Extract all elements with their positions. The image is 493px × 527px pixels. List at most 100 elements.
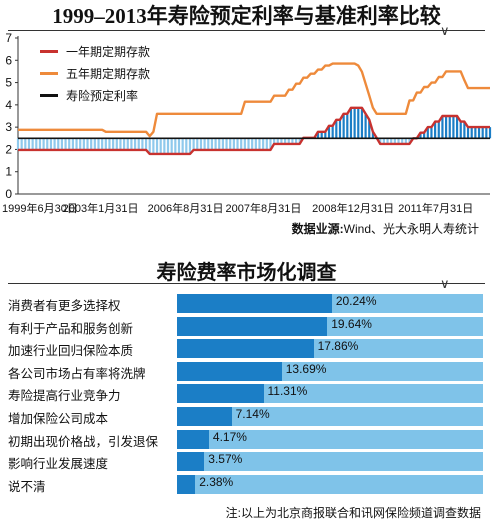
rate-gap-bar <box>346 113 349 139</box>
chevron-down-icon: ∨ <box>440 23 450 38</box>
rate-gap-bar <box>488 127 492 139</box>
rate-gap-bar <box>401 138 404 144</box>
rate-gap-bar <box>437 121 440 139</box>
rate-gap-bar <box>463 121 466 139</box>
rate-gap-bar <box>104 138 107 150</box>
title-divider <box>8 30 485 31</box>
rate-gap-bar <box>119 138 122 150</box>
rate-gap-bar <box>426 127 429 139</box>
rate-gap-bar <box>214 138 217 150</box>
bar-row: 消费者有更多选择权 20.24% <box>0 292 493 314</box>
y-tick-label: 6 <box>5 53 12 67</box>
bar-category-label: 消费者有更多选择权 <box>8 299 121 313</box>
rate-gap-bar <box>166 138 170 154</box>
rate-gap-bar <box>284 138 287 144</box>
rate-gap-bar <box>240 138 243 150</box>
rate-gap-bar <box>316 131 320 139</box>
rate-gap-bar <box>126 138 129 150</box>
rate-gap-bar <box>24 138 27 150</box>
rate-gap-bar <box>174 138 177 154</box>
rate-gap-bar <box>273 138 276 144</box>
data-source: 数据业源:Wind、光大永明人寿统计 <box>292 220 479 237</box>
rate-gap-bar <box>276 138 279 144</box>
bar-value-label: 3.57% <box>208 452 243 467</box>
rate-gap-bar <box>441 116 444 139</box>
rate-gap-bar <box>243 138 246 150</box>
bar-row: 增加保险公司成本 7.14% <box>0 405 493 427</box>
rate-gap-bar <box>20 138 23 150</box>
x-tick-label: 2007年8月31日 <box>226 201 302 215</box>
rate-gap-bar <box>455 116 459 139</box>
chevron-down-icon: ∨ <box>440 276 450 291</box>
bar <box>177 474 196 494</box>
rate-gap-bar <box>342 113 345 139</box>
legend-swatch-orange <box>40 71 58 75</box>
rate-gap-bar <box>93 138 96 150</box>
rate-gap-bar <box>382 138 385 144</box>
bar-category-label: 寿险提高行业竞争力 <box>8 389 121 404</box>
legend-swatch-red <box>40 49 58 53</box>
rate-gap-bar <box>236 138 239 150</box>
legend-label-five-year: 五年期定期存款 <box>66 66 151 81</box>
rate-gap-bar <box>148 138 151 154</box>
bar-track <box>177 339 483 359</box>
rate-gap-bar <box>163 138 166 154</box>
rate-gap-bar <box>27 138 31 150</box>
rate-gap-bar <box>181 138 184 154</box>
bar <box>177 384 264 404</box>
rate-gap-bar <box>320 131 323 139</box>
rate-gap-bar <box>331 125 334 139</box>
x-tick-label: 2006年8月31日 <box>148 201 224 215</box>
rate-gap-bar <box>196 138 199 150</box>
bar-row: 有利于产品和服务创新 19.64% <box>0 315 493 337</box>
rate-gap-bar <box>199 138 203 150</box>
bar <box>177 407 232 426</box>
bar-value-label: 2.38% <box>199 474 234 489</box>
bar-row: 寿险提高行业竞争力 11.31% <box>0 382 493 404</box>
x-tick-label: 1999年6月30日 <box>2 201 78 215</box>
rate-gap-bar <box>327 125 331 139</box>
rate-gap-bar <box>221 138 224 150</box>
legend-item-insurance-rate: 寿险预定利率 <box>40 84 200 106</box>
rate-gap-bar <box>203 138 206 150</box>
rate-gap-bar <box>466 127 470 139</box>
rate-gap-bar <box>16 138 20 150</box>
legend-item-one-year: 一年期定期存款 <box>40 40 200 62</box>
rate-gap-bar <box>430 127 433 139</box>
bar <box>177 452 205 472</box>
bar-row: 各公司市场占有率将洗牌 13.69% <box>0 360 493 382</box>
rate-gap-bar <box>225 138 228 150</box>
bar-value-label: 19.64% <box>331 316 372 331</box>
bar-row: 影响行业发展速度 3.57% <box>0 450 493 472</box>
bar-category-label: 加速行业回归保险本质 <box>8 344 134 359</box>
rate-gap-bar <box>57 138 60 150</box>
bar-value-label: 11.31% <box>267 384 308 399</box>
bar-row: 加速行业回归保险本质 17.86% <box>0 337 493 359</box>
bar <box>177 361 282 381</box>
y-tick-label: 3 <box>5 120 12 134</box>
rate-gap-bar <box>159 138 162 154</box>
rate-gap-bar <box>210 138 214 150</box>
rate-gap-bar <box>335 119 338 139</box>
top-chart-panel: 1999–2013年寿险预定利率与基准利率比较 ∨ 0 1 2 3 4 5 6 7 1999年6… <box>0 0 493 255</box>
bar-track <box>177 384 483 404</box>
rate-gap-bar <box>324 131 327 139</box>
rate-gap-bar <box>338 119 342 139</box>
rate-gap-bar <box>192 138 195 150</box>
source-text: Wind、光大永明人寿统计 <box>343 222 479 236</box>
rate-gap-bar <box>115 138 118 150</box>
rate-gap-bar <box>254 138 257 150</box>
rate-gap-bar <box>68 138 71 150</box>
bar-category-label: 初期出现价格战，引发退保 <box>8 434 159 449</box>
rate-gap-bar <box>459 121 462 139</box>
rate-gap-bar <box>390 138 393 144</box>
rate-gap-bar <box>357 107 360 139</box>
rate-gap-bar <box>408 138 411 144</box>
rate-gap-bar <box>291 138 294 144</box>
rate-gap-bar <box>38 138 42 150</box>
bar <box>177 429 209 449</box>
rate-gap-bar <box>152 138 155 154</box>
bar-value-label: 7.14% <box>235 407 270 421</box>
bar-category-label: 有利于产品和服务创新 <box>8 321 134 336</box>
rate-gap-bar <box>155 138 159 154</box>
